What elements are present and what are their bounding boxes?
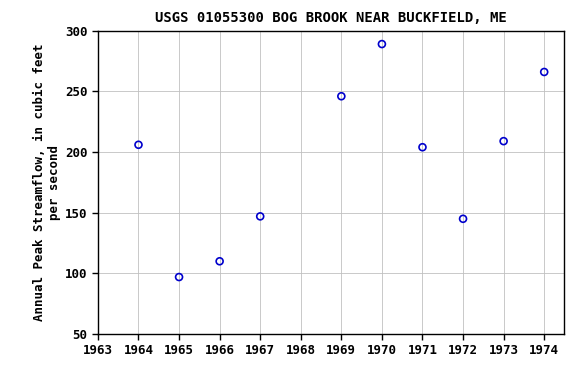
Point bbox=[377, 41, 386, 47]
Point bbox=[418, 144, 427, 150]
Y-axis label: Annual Peak Streamflow, in cubic feet
per second: Annual Peak Streamflow, in cubic feet pe… bbox=[33, 44, 61, 321]
Point bbox=[337, 93, 346, 99]
Point bbox=[134, 142, 143, 148]
Point bbox=[256, 213, 265, 219]
Point bbox=[175, 274, 184, 280]
Title: USGS 01055300 BOG BROOK NEAR BUCKFIELD, ME: USGS 01055300 BOG BROOK NEAR BUCKFIELD, … bbox=[156, 12, 507, 25]
Point bbox=[215, 258, 224, 264]
Point bbox=[458, 216, 468, 222]
Point bbox=[540, 69, 549, 75]
Point bbox=[499, 138, 508, 144]
